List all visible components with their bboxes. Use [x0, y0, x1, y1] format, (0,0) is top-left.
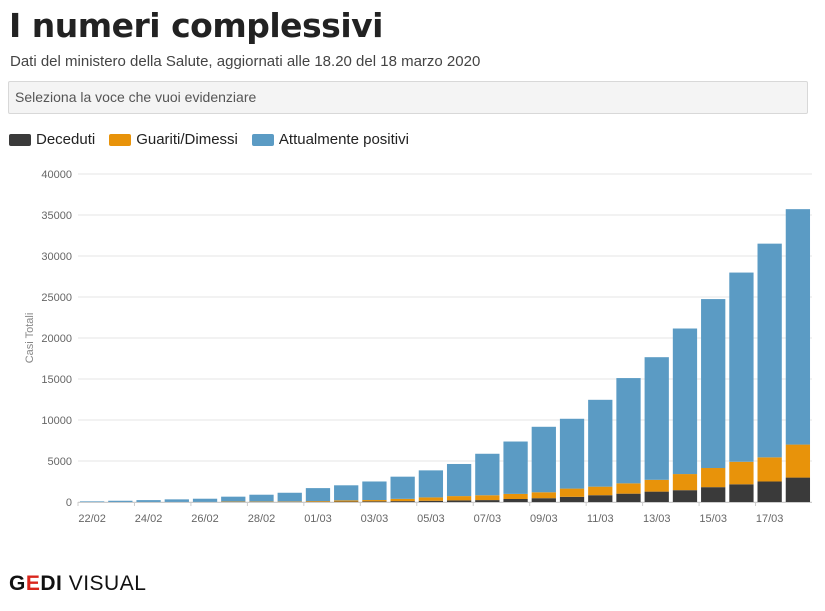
x-tick-label: 26/02	[191, 513, 219, 525]
bar-deceduti-11-03	[588, 495, 613, 502]
bar-guariti-03-03	[362, 500, 387, 502]
bar-positivi-24-02	[136, 500, 161, 502]
x-tick-label: 24/02	[135, 513, 163, 525]
bar-positivi-14-03	[672, 328, 698, 475]
y-tick-label: 25000	[41, 292, 72, 304]
legend-swatch-guariti	[109, 133, 132, 146]
bar-positivi-26-02	[192, 498, 218, 502]
x-tick-label: 22/02	[78, 513, 106, 525]
y-tick-label: 35000	[41, 210, 72, 222]
bar-deceduti-16-03	[729, 484, 754, 502]
bar-positivi-10-03	[559, 418, 585, 489]
bar-guariti-08-03	[503, 493, 528, 499]
bar-positivi-09-03	[531, 426, 556, 493]
y-tick-label: 10000	[41, 415, 72, 427]
bar-deceduti-15-03	[701, 487, 726, 502]
legend-item-deceduti[interactable]: Deceduti	[9, 131, 95, 148]
legend-label-guariti: Guariti/Dimessi	[136, 131, 238, 148]
bar-deceduti-07-03	[475, 500, 500, 502]
bar-positivi-27-02	[221, 496, 246, 502]
bar-deceduti-17-03	[757, 481, 782, 502]
bar-deceduti-03-03	[362, 501, 387, 502]
bar-deceduti-08-03	[503, 498, 528, 502]
x-tick-label: 13/03	[643, 513, 671, 525]
bar-positivi-04-03	[390, 476, 415, 499]
legend-swatch-positivi	[251, 133, 274, 146]
x-tick-label: 17/03	[756, 513, 784, 525]
x-tick-label: 28/02	[248, 513, 276, 525]
page-title: I numeri complessivi	[9, 6, 383, 45]
bar-positivi-07-03	[475, 453, 500, 496]
bar-positivi-23-02	[108, 500, 133, 502]
bar-deceduti-13-03	[644, 491, 669, 502]
y-tick-label: 30000	[41, 251, 72, 263]
bar-positivi-17-03	[757, 243, 782, 458]
bar-positivi-08-03	[503, 441, 528, 494]
page-subtitle: Dati del ministero della Salute, aggiorn…	[10, 53, 481, 70]
y-tick-label: 20000	[41, 333, 72, 345]
bar-guariti-04-03	[390, 498, 415, 502]
bar-guariti-01-03	[305, 501, 331, 502]
bar-positivi-15-03	[701, 299, 726, 469]
bar-guariti-14-03	[672, 474, 698, 491]
bar-positivi-05-03	[418, 470, 444, 498]
bar-positivi-13-03	[644, 357, 669, 480]
x-tick-label: 15/03	[699, 513, 727, 525]
bar-guariti-06-03	[446, 496, 472, 501]
chart-legend: Deceduti Guariti/Dimessi Attualmente pos…	[9, 131, 423, 148]
bar-positivi-03-03	[362, 481, 387, 501]
y-tick-label: 15000	[41, 374, 72, 386]
bar-deceduti-18-03	[785, 477, 811, 502]
legend-item-positivi[interactable]: Attualmente positivi	[251, 131, 409, 148]
x-tick-label: 03/03	[361, 513, 389, 525]
bar-deceduti-09-03	[531, 498, 556, 502]
x-tick-label: 01/03	[304, 513, 332, 525]
bar-guariti-07-03	[475, 495, 500, 501]
y-axis-label: Casi Totali	[24, 313, 36, 364]
bar-positivi-18-03	[785, 209, 811, 445]
highlight-select[interactable]: Seleziona la voce che vuoi evidenziare	[8, 81, 808, 114]
bar-guariti-05-03	[418, 497, 444, 501]
bar-deceduti-14-03	[672, 490, 698, 502]
x-tick-label: 05/03	[417, 513, 445, 525]
x-tick-label: 07/03	[474, 513, 502, 525]
bar-deceduti-04-03	[390, 501, 415, 502]
bar-guariti-11-03	[588, 486, 613, 496]
bar-deceduti-06-03	[446, 500, 472, 502]
y-tick-label: 40000	[41, 169, 72, 181]
bar-positivi-22-02	[79, 501, 105, 502]
bar-positivi-06-03	[446, 463, 472, 497]
bar-guariti-18-03	[785, 444, 811, 478]
bar-positivi-16-03	[729, 272, 754, 462]
legend-item-guariti[interactable]: Guariti/Dimessi	[109, 131, 238, 148]
legend-label-positivi: Attualmente positivi	[278, 131, 409, 148]
legend-label-deceduti: Deceduti	[36, 131, 96, 148]
stacked-bar-chart: 0 5000 10000 15000 20000 25000 30000 35000 40000…	[24, 169, 812, 525]
bar-deceduti-10-03	[559, 496, 585, 502]
bar-guariti-13-03	[644, 479, 669, 492]
bar-positivi-29-02	[277, 492, 302, 502]
bar-deceduti-05-03	[418, 500, 444, 502]
bar-guariti-16-03	[729, 461, 754, 485]
gedi-visual-logo: GEDI VISUAL	[9, 572, 147, 595]
bar-positivi-11-03	[588, 399, 613, 487]
bar-guariti-17-03	[757, 457, 782, 482]
bar-deceduti-12-03	[616, 493, 641, 502]
bar-positivi-02-03	[334, 485, 359, 501]
x-tick-label: 11/03	[587, 513, 614, 525]
bar-positivi-25-02	[164, 499, 189, 502]
legend-swatch-deceduti	[9, 133, 31, 146]
y-tick-label: 0	[66, 497, 72, 509]
bar-positivi-28-02	[249, 494, 274, 502]
bar-guariti-10-03	[559, 488, 585, 497]
bar-guariti-15-03	[701, 468, 726, 488]
bar-positivi-12-03	[616, 378, 641, 484]
x-tick-label: 09/03	[530, 513, 558, 525]
bar-positivi-01-03	[305, 488, 331, 502]
bar-guariti-09-03	[531, 492, 556, 499]
bar-guariti-02-03	[334, 500, 359, 502]
bar-guariti-12-03	[616, 483, 641, 494]
y-tick-label: 5000	[48, 456, 72, 468]
